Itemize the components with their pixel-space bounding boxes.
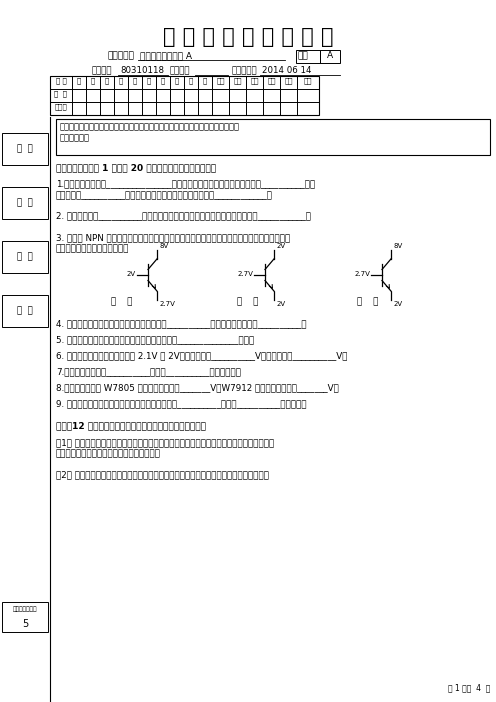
Bar [2, 187, 48, 219]
Text: 二、（12 分）本题直接做在试卷上，不得在答题册上作答。: 二、（12 分）本题直接做在试卷上，不得在答题册上作答。 [56, 421, 206, 430]
Text: 1.双极型三极管属于_______________控制器件，反映这种控制能力的参数叫__________。场
效应管属于__________控制器件，反映这种控: 1.双极型三极管属于_______________控制器件，反映这种控制能力的参… [56, 179, 315, 200]
Text: 七: 七 [161, 77, 165, 84]
Text: 总分: 总分 [304, 77, 312, 84]
Text: 十三: 十三 [250, 77, 259, 84]
Text: 5. 乙类互补对称功率放大电路的输出电压波形存在______________失真。: 5. 乙类互补对称功率放大电路的输出电压波形存在______________失真… [56, 335, 254, 344]
Text: 2V: 2V [127, 271, 136, 277]
Text: 十一: 十一 [216, 77, 225, 84]
Text: 华 北 电 力 大 学 试 卷 纸: 华 北 电 力 大 学 试 卷 纸 [163, 27, 333, 47]
Text: 一: 一 [77, 77, 81, 84]
Text: 8V: 8V [393, 243, 403, 249]
Text: （1） 图示各电路有无级间交流反馈，若有，则用瞬时极性法判断其反馈极性（在图上标出瞬
时极性），对其中的负反馈请说明反馈类型。: （1） 图示各电路有无级间交流反馈，若有，则用瞬时极性法判断其反馈极性（在图上标… [56, 438, 274, 459]
Text: 专  业: 专 业 [17, 145, 33, 154]
Text: 二: 二 [91, 77, 95, 84]
Bar [56, 119, 490, 155]
Text: 五: 五 [133, 77, 137, 84]
Bar [296, 50, 320, 63]
Text: 5: 5 [22, 619, 28, 629]
Text: 2. 集成运放只有__________截止频率，当信号频率高于此频率时，增益会显著___________。: 2. 集成运放只有__________截止频率，当信号频率高于此频率时，增益会显… [56, 211, 311, 220]
Text: 三: 三 [105, 77, 109, 84]
Text: 2.7V: 2.7V [354, 271, 370, 277]
Text: 2014 06 14: 2014 06 14 [262, 66, 311, 75]
Text: 8.集成三端稳压器 W7805 的额定输出电压为_______V；W7912 的额定输出电压为_______V。: 8.集成三端稳压器 W7805 的额定输出电压为_______V；W7912 的… [56, 383, 339, 392]
Bar [2, 133, 48, 165]
Text: A: A [327, 51, 333, 60]
Text: 注意：第一题至第四题在试卷上作答，第五题至第七题在答题册上作答，试卷左上
角写上序号。: 注意：第一题至第四题在试卷上作答，第五题至第七题在答题册上作答，试卷左上 角写上… [60, 122, 240, 143]
Text: 一、填空题：每空 1 分，共 20 分，将答案直接写在试卷上。: 一、填空题：每空 1 分，共 20 分，将答案直接写在试卷上。 [56, 163, 216, 172]
Text: 80310118: 80310118 [120, 66, 164, 75]
Text: 模拟电子技术基础 A: 模拟电子技术基础 A [140, 51, 192, 60]
Text: 2V: 2V [276, 301, 286, 307]
Text: （2） 对于其中的负反馈，试分别定性说明其反馈对放大电路输入、输出电阻的影响，指出: （2） 对于其中的负反馈，试分别定性说明其反馈对放大电路输入、输出电阻的影响，指… [56, 470, 269, 479]
Bar [50, 76, 319, 115]
Text: （    ）: （ ） [237, 297, 259, 306]
Text: 卷别: 卷别 [297, 51, 308, 60]
Text: 课程号：: 课程号： [92, 66, 113, 75]
Text: 2V: 2V [276, 243, 286, 249]
Text: 六: 六 [147, 77, 151, 84]
Text: 十四: 十四 [267, 77, 276, 84]
Text: 6. 差放两个输入端的信号分别为 2.1V 和 2V，差模信号为__________V，共模信号为__________V。: 6. 差放两个输入端的信号分别为 2.1V 和 2V，差模信号为________… [56, 351, 348, 360]
Text: 题 号: 题 号 [56, 77, 66, 84]
Text: 7.功放电路效率是指__________功率与__________功率的比值。: 7.功放电路效率是指__________功率与__________功率的比值。 [56, 367, 241, 376]
Text: 2.7V: 2.7V [237, 271, 253, 277]
Bar [2, 295, 48, 327]
Text: 9. 正弦波振荡电路要产生持续振荡，必须同时满足__________平衡和__________平衡条件。: 9. 正弦波振荡电路要产生持续振荡，必须同时满足__________平衡和___… [56, 399, 307, 408]
Text: 学  号: 学 号 [17, 307, 33, 315]
Bar [2, 602, 48, 632]
Text: 考试科目：: 考试科目： [107, 51, 134, 60]
Text: （    ）: （ ） [357, 297, 379, 306]
Text: 十: 十 [203, 77, 207, 84]
Text: 2V: 2V [393, 301, 402, 307]
Text: 4. 放大电路中引入负反馈会使放大器放大倍数__________，放大倍数的稳定性__________。: 4. 放大电路中引入负反馈会使放大器放大倍数__________，放大倍数的稳定… [56, 319, 307, 328]
Text: 2.7V: 2.7V [159, 301, 175, 307]
Text: 考核时间：: 考核时间： [232, 66, 257, 75]
Text: 四: 四 [119, 77, 123, 84]
Text: 十二: 十二 [233, 77, 242, 84]
Text: 九: 九 [189, 77, 193, 84]
Text: 八: 八 [175, 77, 179, 84]
Text: 阅卷人: 阅卷人 [55, 103, 67, 110]
Text: 十五: 十五 [284, 77, 293, 84]
Text: 分  数: 分 数 [55, 91, 67, 97]
Text: 班  级: 班 级 [17, 199, 33, 208]
Bar [320, 50, 340, 63]
Text: 3. 测得某 NPN 三极管各电极对地电位如下图，试将下列三种情况下管子的工作状态（即放大、
截止、饱和）分别填入括号内。: 3. 测得某 NPN 三极管各电极对地电位如下图，试将下列三种情况下管子的工作状… [56, 233, 290, 254]
Text: 答题纸（页数）: 答题纸（页数） [13, 606, 37, 611]
Text: 课序号：: 课序号： [170, 66, 190, 75]
Bar [2, 241, 48, 273]
Text: （    ）: （ ） [111, 297, 133, 306]
Text: 姓  名: 姓 名 [17, 253, 33, 262]
Text: 8V: 8V [159, 243, 169, 249]
Text: 第 1 页共  4  页: 第 1 页共 4 页 [447, 683, 490, 692]
